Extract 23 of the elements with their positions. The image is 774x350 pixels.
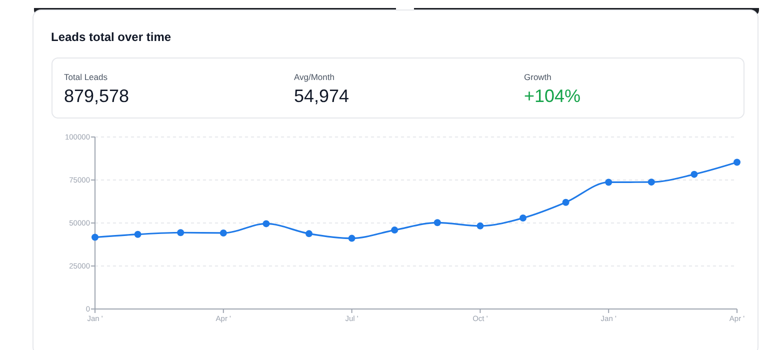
point <box>92 234 98 241</box>
text: Total Leads <box>64 72 108 82</box>
text: Leads total over time <box>51 30 172 44</box>
point <box>648 178 655 186</box>
point <box>734 158 740 166</box>
text: Avg/Month <box>294 72 335 82</box>
point <box>348 234 356 242</box>
text: Growth <box>524 72 552 82</box>
point <box>476 222 484 230</box>
point <box>306 230 312 238</box>
point <box>562 198 570 206</box>
point <box>690 170 698 178</box>
point <box>434 219 441 226</box>
point <box>134 230 142 238</box>
text: 54,974 <box>294 86 350 106</box>
point <box>220 229 227 236</box>
text: 879,578 <box>64 86 130 106</box>
point <box>177 229 184 236</box>
point <box>520 214 526 222</box>
point <box>391 226 398 234</box>
point <box>262 220 270 228</box>
text: +104% <box>524 86 581 106</box>
point <box>605 178 612 186</box>
